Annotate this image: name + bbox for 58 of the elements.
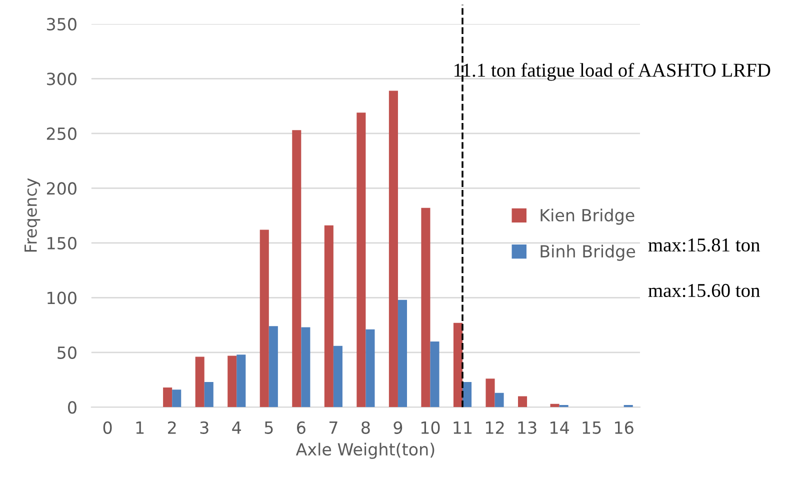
x-tick-label: 7 xyxy=(329,422,338,434)
bar xyxy=(163,387,172,408)
y-tick-label: 50 xyxy=(58,346,76,359)
bar xyxy=(324,225,334,408)
bar xyxy=(172,390,182,408)
x-tick-label: 4 xyxy=(232,422,241,434)
y-tick-label: 350 xyxy=(46,18,76,31)
x-tick-label: 6 xyxy=(297,421,306,434)
y-tick-label: 200 xyxy=(46,182,76,195)
bar xyxy=(624,404,633,408)
bar xyxy=(195,356,204,408)
legend-label: Kien Bridge xyxy=(540,208,634,225)
x-tick-label: 11 xyxy=(454,422,472,434)
bar xyxy=(301,327,310,408)
bar xyxy=(204,382,214,408)
x-tick-label: 2 xyxy=(168,421,176,434)
y-axis-title: Freqency xyxy=(24,178,40,252)
bar xyxy=(260,230,269,408)
y-tick-label: 300 xyxy=(46,72,76,86)
bar xyxy=(398,300,408,408)
y-tick-label: 250 xyxy=(46,127,76,140)
x-tick-label: 14 xyxy=(550,422,569,434)
text: max:15.81 ton xyxy=(648,238,760,252)
y-tick-label: 0 xyxy=(68,401,76,414)
bar xyxy=(268,326,278,408)
ref-line-label: 11.1 ton fatigue load of AASHTO LRFD xyxy=(454,62,770,81)
y-tick-label: 150 xyxy=(48,236,76,250)
x-tick-label: 5 xyxy=(264,422,273,434)
y-tick-label: 100 xyxy=(48,292,76,304)
bar xyxy=(292,130,302,408)
bar xyxy=(550,404,560,408)
x-tick-label: 16 xyxy=(615,421,634,434)
bar xyxy=(366,329,375,408)
bar xyxy=(228,356,237,408)
legend-label: Binh Bridge xyxy=(540,244,636,261)
bar xyxy=(356,112,366,408)
x-tick-label: 9 xyxy=(394,421,402,434)
bar xyxy=(236,354,246,408)
bar xyxy=(453,322,463,408)
bar xyxy=(421,208,430,408)
bar xyxy=(518,396,528,408)
bar xyxy=(388,90,398,408)
bar xyxy=(494,392,504,408)
bar xyxy=(462,382,472,408)
x-tick-label: 13 xyxy=(518,421,536,434)
x-tick-label: 10 xyxy=(421,421,440,434)
text: max:15.60 ton xyxy=(648,284,760,298)
bar xyxy=(430,341,440,408)
x-tick-label: 1 xyxy=(136,422,144,434)
bar xyxy=(486,378,495,408)
bar xyxy=(559,404,568,408)
x-tick-label: 3 xyxy=(200,421,208,434)
bar xyxy=(333,346,342,408)
x-tick-label: 8 xyxy=(362,421,370,434)
x-tick-label: 12 xyxy=(486,421,504,434)
x-tick-label: 0 xyxy=(103,421,112,434)
x-axis-title: Axle Weight(ton) xyxy=(296,442,434,459)
x-tick-label: 15 xyxy=(582,422,601,434)
